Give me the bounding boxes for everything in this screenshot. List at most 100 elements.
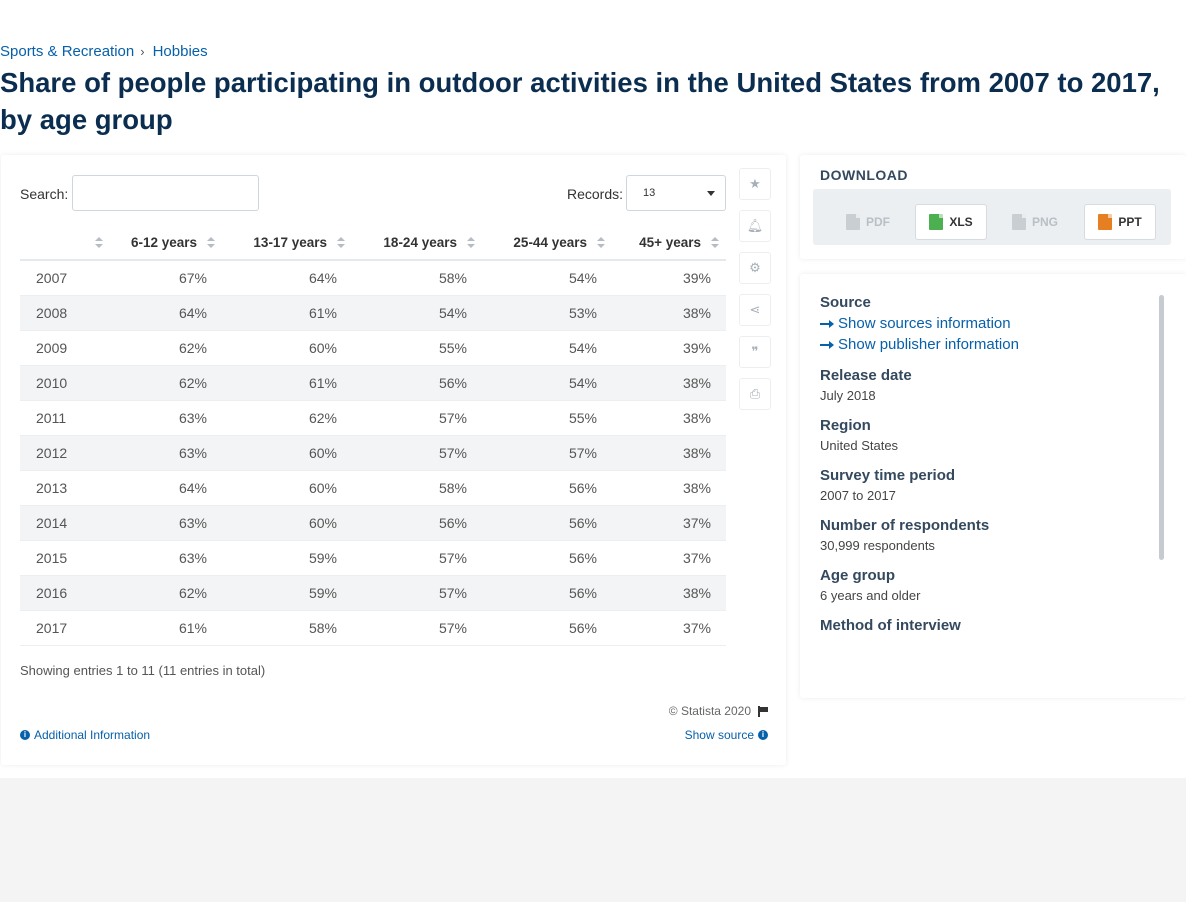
bell-icon: 🔔︎ (746, 218, 764, 233)
search-input[interactable] (72, 175, 259, 211)
column-header-label: 13-17 years (253, 234, 327, 250)
share-icon: ⋖ (749, 302, 761, 317)
table-row: 2017 61% 58% 57% 56% 37% (20, 610, 726, 646)
value-cell: 57% (352, 610, 482, 646)
column-header[interactable]: 25-44 years (482, 225, 612, 261)
column-header-label: 18-24 years (383, 234, 457, 250)
share-button[interactable]: ⋖ (739, 294, 771, 326)
value-cell: 38% (612, 470, 726, 506)
release-date-heading: Release date (820, 367, 912, 384)
column-header[interactable]: 13-17 years (222, 225, 352, 261)
survey-period-section: Survey time period 2007 to 2017 (820, 467, 1160, 503)
respondents-heading: Number of respondents (820, 517, 990, 534)
page-background-band (0, 778, 1186, 902)
value-cell: 60% (222, 470, 352, 506)
value-cell: 38% (612, 575, 726, 611)
table-row: 2007 67% 64% 58% 54% 39% (20, 260, 726, 296)
column-header[interactable]: 18-24 years (352, 225, 482, 261)
entries-count: Showing entries 1 to 11 (11 entries in t… (20, 663, 266, 678)
value-cell: 39% (612, 260, 726, 296)
value-cell: 38% (612, 295, 726, 331)
value-cell: 63% (110, 505, 222, 541)
quote-icon: ❞ (751, 344, 759, 359)
print-icon: ⎙ (749, 386, 761, 401)
show-publisher-label: Show publisher information (838, 336, 1019, 353)
arrow-right-icon (820, 340, 834, 350)
statistic-info-card: Source Show sources information Show pub… (800, 274, 1186, 698)
source-heading: Source (820, 294, 871, 311)
download-xls-label: XLS (949, 215, 973, 229)
download-title: DOWNLOAD (820, 167, 908, 183)
year-cell: 2016 (20, 575, 110, 611)
column-header-label: 25-44 years (513, 234, 587, 250)
value-cell: 60% (222, 330, 352, 366)
value-cell: 53% (482, 295, 612, 331)
additional-information-label: Additional Information (34, 728, 151, 742)
value-cell: 57% (482, 435, 612, 471)
flag-icon[interactable] (757, 705, 768, 717)
additional-information-link[interactable]: i Additional Information (20, 728, 150, 742)
print-button[interactable]: ⎙ (739, 378, 771, 410)
info-scroll-area[interactable]: Source Show sources information Show pub… (820, 294, 1160, 678)
release-date-value: July 2018 (820, 388, 876, 403)
tool-sidebar: ★ 🔔︎ ⚙ ⋖ ❞ ⎙ (739, 168, 771, 410)
download-xls-button[interactable]: XLS (915, 204, 987, 240)
value-cell: 60% (222, 505, 352, 541)
download-png-button[interactable]: PNG (999, 204, 1071, 240)
show-publisher-link[interactable]: Show publisher information (820, 336, 1160, 353)
sort-icon (207, 237, 215, 249)
favorite-button[interactable]: ★ (739, 168, 771, 200)
column-header[interactable]: 45+ years (612, 225, 726, 261)
value-cell: 57% (352, 400, 482, 436)
records-select[interactable]: 13 (626, 175, 726, 211)
value-cell: 61% (222, 365, 352, 401)
year-cell: 2009 (20, 330, 110, 366)
value-cell: 37% (612, 505, 726, 541)
breadcrumb: Sports & Recreation › Hobbies (0, 43, 208, 60)
year-cell: 2007 (20, 260, 110, 296)
table-row: 2010 62% 61% 56% 54% 38% (20, 365, 726, 401)
show-source-link[interactable]: Show source i (685, 728, 768, 742)
value-cell: 63% (110, 540, 222, 576)
page-title: Share of people participating in outdoor… (0, 67, 1160, 135)
breadcrumb-hobbies[interactable]: Hobbies (152, 43, 208, 60)
region-heading: Region (820, 417, 871, 434)
region-section: Region United States (820, 417, 1160, 453)
search-label: Search: (20, 186, 69, 202)
value-cell: 38% (612, 435, 726, 471)
table-row: 2014 63% 60% 56% 56% 37% (20, 505, 726, 541)
settings-button[interactable]: ⚙ (739, 252, 771, 284)
gear-icon: ⚙ (749, 260, 761, 275)
sort-icon (711, 237, 719, 249)
download-button-bar: PDF XLS PNG PPT (813, 189, 1171, 245)
notification-button[interactable]: 🔔︎ (739, 210, 771, 242)
table-row: 2009 62% 60% 55% 54% 39% (20, 330, 726, 366)
respondents-value: 30,999 respondents (820, 538, 935, 553)
value-cell: 38% (612, 365, 726, 401)
value-cell: 55% (352, 330, 482, 366)
download-pdf-button[interactable]: PDF (832, 204, 904, 240)
info-scrollbar[interactable] (1159, 295, 1164, 560)
year-cell: 2010 (20, 365, 110, 401)
value-cell: 61% (110, 610, 222, 646)
cite-button[interactable]: ❞ (739, 336, 771, 368)
info-icon: i (20, 730, 30, 740)
respondents-section: Number of respondents 30,999 respondents (820, 517, 1160, 553)
table-row: 2012 63% 60% 57% 57% 38% (20, 435, 726, 471)
column-header[interactable] (20, 225, 110, 261)
value-cell: 56% (352, 365, 482, 401)
copyright-text: © Statista 2020 (668, 704, 751, 718)
column-header[interactable]: 6-12 years (110, 225, 222, 261)
breadcrumb-sports-recreation[interactable]: Sports & Recreation (0, 43, 135, 60)
value-cell: 59% (222, 540, 352, 576)
table-row: 2016 62% 59% 57% 56% 38% (20, 575, 726, 611)
region-value: United States (820, 438, 899, 453)
value-cell: 64% (222, 260, 352, 296)
table-row: 2013 64% 60% 58% 56% 38% (20, 470, 726, 506)
xls-file-icon (929, 214, 944, 230)
show-sources-link[interactable]: Show sources information (820, 315, 1160, 332)
survey-period-heading: Survey time period (820, 467, 956, 484)
download-ppt-button[interactable]: PPT (1084, 204, 1156, 240)
sort-icon (467, 237, 475, 249)
year-cell: 2012 (20, 435, 110, 471)
